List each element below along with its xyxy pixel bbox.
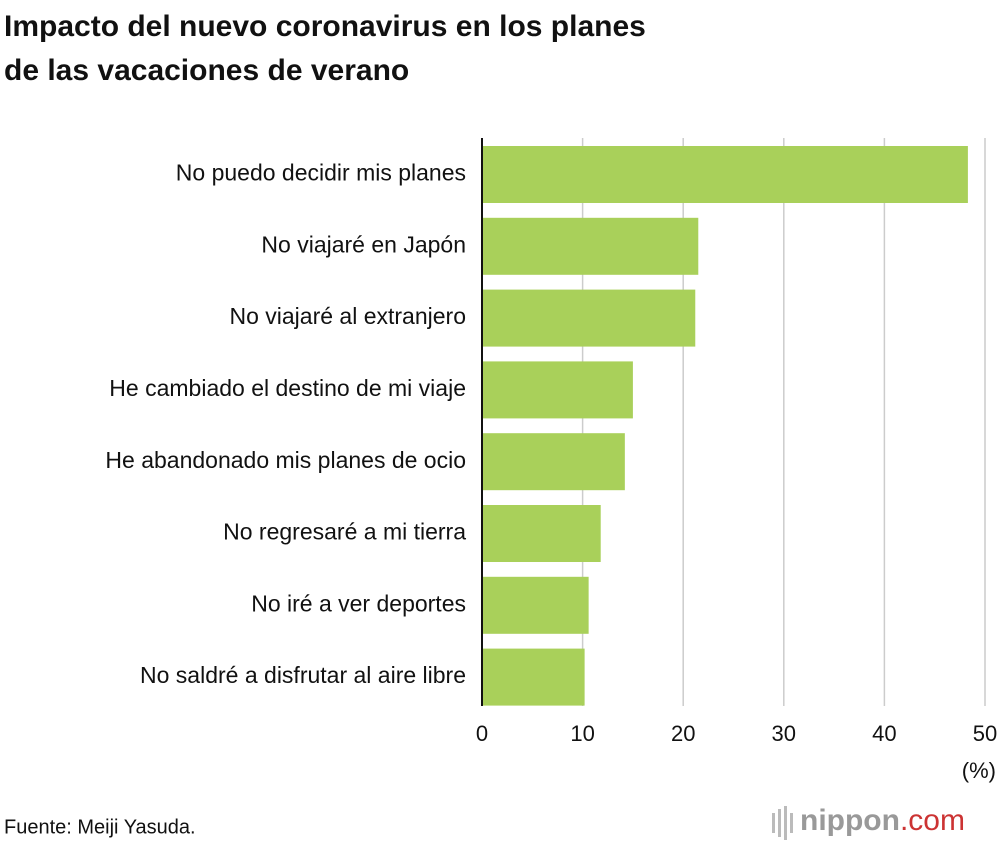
bar (482, 433, 625, 491)
logo-icon (784, 806, 787, 840)
x-tick-label: 0 (476, 721, 488, 746)
y-tick-label: No iré a ver deportes (251, 590, 466, 616)
y-tick-label: He abandonado mis planes de ocio (105, 447, 466, 473)
bar (482, 217, 699, 275)
source: Fuente: Meiji Yasuda. (4, 816, 196, 838)
logo-icon (790, 813, 793, 833)
y-tick-label: No viajaré en Japón (261, 231, 466, 257)
bar (482, 648, 585, 706)
bar (482, 576, 589, 634)
x-tick-label: 40 (872, 721, 896, 746)
unit-label: (%) (962, 758, 996, 783)
chart-title: de las vacaciones de verano (4, 54, 409, 87)
logo-name: nippon (800, 804, 900, 837)
y-tick-label: No viajaré al extranjero (229, 303, 466, 329)
bar (482, 289, 696, 347)
x-tick-label: 30 (772, 721, 796, 746)
logo-icon (772, 813, 775, 833)
y-tick-label: No puedo decidir mis planes (176, 160, 466, 186)
chart-title: Impacto del nuevo coronavirus en los pla… (4, 10, 646, 43)
bar (482, 505, 601, 562)
y-tick-label: He cambiado el destino de mi viaje (109, 375, 466, 401)
bar (482, 361, 633, 419)
y-tick-label: No saldré a disfrutar al aire libre (140, 662, 466, 688)
y-tick-label: No regresaré a mi tierra (223, 519, 466, 545)
logo-icon (778, 809, 781, 837)
bar (482, 146, 968, 203)
x-tick-label: 10 (570, 721, 594, 746)
logo-text: nippon.com (800, 804, 965, 837)
logo: nippon.com (772, 804, 965, 840)
x-tick-label: 50 (973, 721, 997, 746)
x-tick-label: 20 (671, 721, 695, 746)
logo-suffix: .com (900, 804, 965, 837)
